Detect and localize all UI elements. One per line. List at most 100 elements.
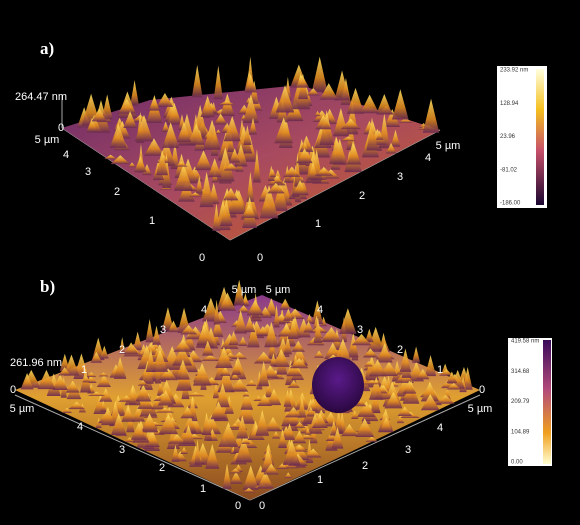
colorbar-label: 23.96 bbox=[500, 134, 516, 140]
peak bbox=[130, 80, 139, 106]
axis-tick-label: 4 bbox=[317, 304, 323, 316]
z-label: 261.96 nm bbox=[10, 357, 62, 369]
dome bbox=[312, 357, 364, 413]
axis-line bbox=[14, 394, 251, 501]
peak bbox=[255, 409, 270, 436]
peak bbox=[266, 388, 282, 406]
panel-label: b) bbox=[40, 277, 55, 296]
peak bbox=[436, 394, 455, 404]
peak bbox=[314, 167, 334, 176]
peak bbox=[283, 335, 292, 355]
peak bbox=[257, 471, 274, 489]
peak bbox=[52, 374, 68, 390]
peak bbox=[351, 410, 359, 420]
peak bbox=[253, 396, 264, 401]
peak bbox=[215, 346, 233, 369]
peak bbox=[269, 353, 278, 367]
peak bbox=[63, 354, 80, 376]
colorbar-label: 419.58 nm bbox=[511, 339, 539, 345]
peak bbox=[420, 394, 440, 411]
axis-tick-label: 5 µm bbox=[10, 403, 35, 415]
peak bbox=[304, 428, 311, 435]
axis-tick-label: 2 bbox=[397, 344, 403, 356]
peak bbox=[366, 117, 378, 151]
peak bbox=[341, 423, 358, 437]
axis-tick-label: 1 bbox=[315, 218, 321, 230]
peak bbox=[297, 396, 307, 418]
peak bbox=[367, 326, 385, 352]
peak bbox=[284, 472, 293, 479]
peak bbox=[365, 328, 374, 343]
peak bbox=[223, 187, 239, 201]
peak bbox=[218, 422, 239, 447]
peak bbox=[264, 321, 279, 348]
peak bbox=[157, 378, 164, 396]
peak bbox=[65, 380, 80, 393]
peak bbox=[99, 345, 109, 359]
peak bbox=[376, 342, 393, 363]
peak bbox=[384, 391, 403, 409]
peak bbox=[130, 422, 147, 440]
colorbar-label: 0.00 bbox=[511, 460, 523, 466]
peak bbox=[333, 108, 349, 137]
peak bbox=[134, 114, 154, 142]
peak bbox=[229, 468, 242, 474]
peak bbox=[296, 148, 313, 164]
peak bbox=[283, 389, 292, 407]
axis-tick-label: 2 bbox=[114, 186, 120, 198]
peak bbox=[201, 354, 220, 361]
peak bbox=[223, 163, 239, 171]
peak bbox=[172, 344, 193, 366]
peak bbox=[365, 436, 379, 442]
peak bbox=[402, 380, 417, 394]
peak bbox=[101, 406, 115, 426]
peak bbox=[202, 340, 214, 356]
peak bbox=[195, 176, 203, 194]
peak bbox=[58, 367, 71, 376]
peak bbox=[392, 89, 409, 120]
colorbar bbox=[543, 340, 551, 464]
peak bbox=[286, 363, 302, 377]
peak bbox=[46, 373, 61, 396]
colorbar-label: 128.94 bbox=[500, 101, 519, 107]
peak bbox=[104, 154, 118, 160]
peak bbox=[446, 383, 462, 390]
peak bbox=[229, 423, 241, 428]
peak bbox=[242, 487, 256, 493]
peak bbox=[424, 355, 437, 377]
peak bbox=[346, 87, 365, 114]
colorbar-label: 104.89 bbox=[511, 429, 530, 435]
peak bbox=[422, 98, 440, 133]
peak bbox=[224, 395, 234, 414]
axis-tick-label: 1 bbox=[437, 364, 443, 376]
axis-tick-label: 2 bbox=[119, 344, 125, 356]
peak bbox=[68, 401, 85, 410]
axis-tick-label: 5 µm bbox=[232, 284, 257, 296]
peak bbox=[126, 412, 135, 433]
peak bbox=[215, 147, 235, 182]
peak bbox=[217, 100, 236, 106]
peak bbox=[201, 412, 212, 435]
axis-tick-label: 4 bbox=[77, 421, 83, 433]
peak bbox=[295, 75, 310, 88]
peak bbox=[346, 143, 362, 165]
colorbar-label: 314.68 bbox=[511, 369, 530, 375]
peak bbox=[196, 325, 211, 346]
peak bbox=[351, 333, 372, 346]
peak bbox=[331, 427, 344, 449]
peak bbox=[287, 380, 300, 388]
peak bbox=[240, 391, 254, 410]
peak bbox=[230, 372, 240, 380]
peak bbox=[253, 149, 261, 183]
peak bbox=[222, 463, 232, 489]
peak bbox=[259, 185, 279, 219]
peak bbox=[96, 374, 111, 387]
peak bbox=[82, 375, 90, 383]
peak bbox=[194, 150, 213, 171]
axis-tick-label: 0 bbox=[235, 500, 241, 512]
peak bbox=[141, 360, 154, 384]
peak bbox=[200, 95, 215, 117]
peak bbox=[199, 171, 214, 208]
peak bbox=[242, 94, 259, 123]
peak bbox=[306, 88, 320, 96]
